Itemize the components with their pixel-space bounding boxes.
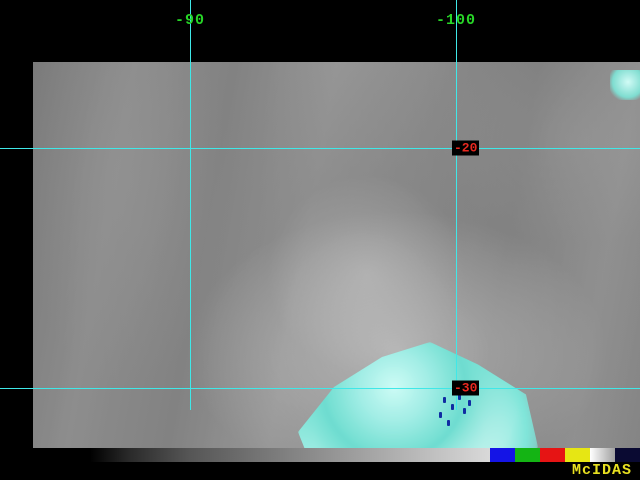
- crosshair-vertical-line-100: [456, 0, 457, 410]
- swatch-blue: [490, 448, 515, 462]
- swatch-white-gray: [590, 448, 615, 462]
- satellite-cloud-image: [33, 62, 640, 448]
- swatch-red: [540, 448, 565, 462]
- crosshair-label-90: -90: [175, 12, 205, 29]
- color-reference-swatches: [490, 448, 640, 462]
- mcidas-brand-label: McIDAS: [572, 462, 632, 480]
- storm-cold-cloud-tops: [298, 342, 538, 448]
- swatch-navy: [615, 448, 640, 462]
- crosshair-label-100: -100: [436, 12, 476, 29]
- swatch-green: [515, 448, 540, 462]
- crosshair-horizontal-line-30: [0, 388, 640, 389]
- crosshair-vertical-line-90: [190, 0, 191, 410]
- coldest-pixel-markers: [433, 392, 493, 442]
- bright-cloud-corner: [610, 70, 640, 100]
- satellite-metadata-text: 10001 HIMAWARI-8 13 6 MAR 21065 101000 1…: [0, 462, 640, 480]
- crosshair-horizontal-line-20: [0, 148, 640, 149]
- satellite-viewer-screen: -90 -100 -20 -30 10001 HIMAWARI-8 13 6 M…: [0, 0, 640, 480]
- swatch-yellow: [565, 448, 590, 462]
- crosshair-label-20: -20: [452, 141, 479, 156]
- satellite-info-bar: 10001 HIMAWARI-8 13 6 MAR 21065 101000 1…: [0, 448, 640, 480]
- crosshair-label-30: -30: [452, 381, 479, 396]
